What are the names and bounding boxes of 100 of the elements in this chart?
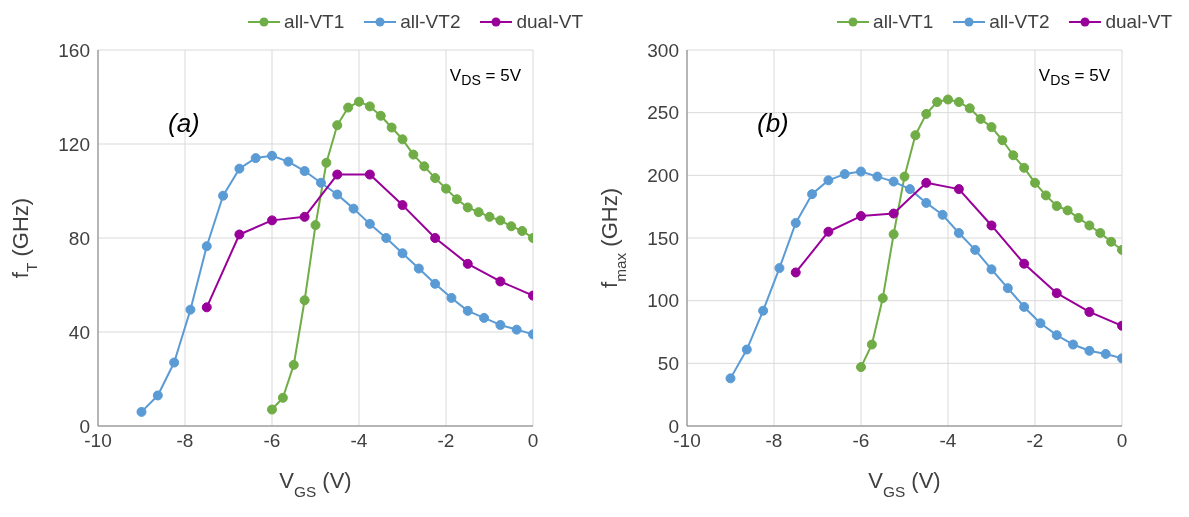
- y-tick-label: 40: [68, 321, 90, 343]
- point: [511, 324, 522, 335]
- y-tick-label: 200: [647, 165, 679, 187]
- point: [495, 276, 506, 287]
- point: [741, 344, 752, 355]
- point: [430, 233, 441, 243]
- point: [277, 392, 288, 403]
- point: [250, 153, 261, 164]
- y-tick-label: 150: [647, 227, 679, 249]
- point: [332, 120, 343, 131]
- point: [386, 122, 397, 133]
- point: [943, 94, 953, 105]
- point: [986, 122, 997, 133]
- point: [953, 227, 964, 238]
- point: [1035, 318, 1046, 329]
- point: [1084, 345, 1095, 356]
- point: [364, 169, 375, 180]
- point: [299, 295, 310, 306]
- point: [856, 166, 866, 177]
- y-tick-label: 300: [647, 39, 679, 61]
- point: [185, 304, 196, 315]
- annotation: V$_{DS}$ = 5V: [1038, 66, 1110, 89]
- point: [1073, 212, 1084, 223]
- point: [888, 229, 899, 240]
- x-axis-title: V$_{GS}$ (V): [868, 468, 941, 500]
- point: [299, 166, 310, 177]
- point: [299, 211, 310, 222]
- x-tick-label: -8: [176, 430, 194, 452]
- point: [856, 362, 866, 373]
- point: [953, 184, 964, 195]
- point: [267, 150, 277, 161]
- point: [921, 108, 932, 119]
- point: [1084, 220, 1095, 231]
- point: [430, 173, 441, 184]
- x-tick-label: -4: [350, 430, 368, 452]
- x-tick-label: 0: [527, 430, 539, 452]
- point: [807, 189, 818, 200]
- point: [462, 305, 473, 316]
- point: [921, 197, 932, 208]
- point: [774, 263, 785, 274]
- point: [473, 207, 484, 218]
- point: [446, 292, 457, 303]
- y-tick-label: 120: [58, 133, 90, 155]
- point: [823, 226, 834, 237]
- point: [234, 229, 245, 240]
- point: [408, 149, 419, 160]
- point: [937, 209, 948, 220]
- point: [397, 134, 408, 145]
- point: [790, 267, 801, 278]
- y-tick-label: 250: [647, 102, 679, 124]
- point: [479, 312, 490, 323]
- x-tick-label: -2: [1026, 430, 1044, 452]
- point: [310, 220, 321, 231]
- legend-label: all-VT2: [400, 11, 461, 33]
- point: [1106, 236, 1117, 247]
- point: [152, 390, 163, 401]
- point: [856, 211, 866, 222]
- x-axis-title: V$_{GS}$ (V): [279, 468, 352, 500]
- legend-label: all-VT1: [284, 11, 345, 33]
- x-tick-label: -6: [852, 430, 870, 452]
- point: [267, 215, 277, 226]
- point: [1030, 177, 1040, 188]
- point: [1100, 348, 1111, 359]
- point: [321, 157, 332, 168]
- point: [921, 177, 932, 188]
- point: [517, 225, 528, 236]
- legend-label: dual-VT: [1105, 11, 1172, 33]
- point: [441, 183, 451, 194]
- legend-label: all-VT1: [873, 11, 934, 33]
- point: [283, 156, 294, 167]
- point: [1019, 258, 1030, 269]
- x-tick-label: -2: [437, 430, 455, 452]
- point: [1051, 330, 1062, 341]
- point: [462, 258, 473, 269]
- annotation: (a): [168, 108, 200, 138]
- point: [1051, 201, 1062, 212]
- x-tick-label: -4: [939, 430, 957, 452]
- point: [462, 202, 473, 213]
- point: [234, 163, 245, 174]
- point: [315, 177, 326, 188]
- x-tick-label: 0: [1116, 430, 1128, 452]
- point: [1051, 288, 1062, 299]
- point: [932, 97, 943, 108]
- point: [364, 218, 375, 229]
- point: [419, 161, 430, 172]
- x-tick-label: -8: [765, 430, 783, 452]
- legend-label: all-VT2: [989, 11, 1050, 33]
- point: [758, 305, 769, 316]
- point: [975, 113, 986, 124]
- point: [484, 211, 495, 222]
- point: [332, 169, 343, 180]
- point: [495, 215, 506, 226]
- point: [1002, 283, 1013, 294]
- point: [413, 263, 424, 274]
- y-tick-label: 50: [657, 353, 679, 375]
- point: [1019, 162, 1030, 173]
- y-tick-label: 100: [647, 290, 679, 312]
- point: [381, 233, 392, 243]
- point: [364, 101, 375, 112]
- point: [839, 169, 850, 180]
